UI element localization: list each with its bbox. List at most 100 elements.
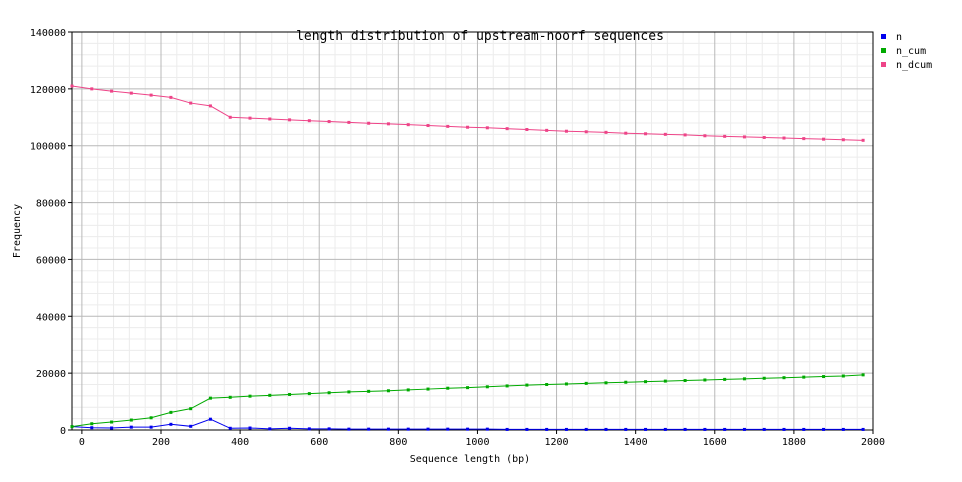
data-point-n_cum	[426, 387, 430, 391]
legend-label-n_cum: n_cum	[896, 46, 926, 57]
legend-marker-n_dcum	[881, 62, 886, 67]
data-point-n_cum	[584, 381, 588, 385]
data-point-n_cum	[663, 379, 667, 383]
data-point-n	[525, 427, 529, 431]
grid-minor	[72, 32, 873, 430]
data-point-n_dcum	[70, 84, 74, 88]
data-point-n_dcum	[228, 115, 232, 119]
y-axis-ticks: 0 20000 40000 60000 80000 100000 120000 140000	[30, 28, 72, 437]
data-point-n_dcum	[367, 121, 371, 125]
data-point-n	[723, 427, 727, 431]
data-point-n_cum	[564, 382, 568, 386]
data-point-n_dcum	[426, 124, 430, 128]
data-point-n_dcum	[208, 104, 212, 108]
data-point-n_cum	[228, 395, 232, 399]
data-point-n	[208, 417, 212, 421]
y-tick-label: 60000	[36, 255, 66, 266]
x-tick-label: 200	[152, 437, 170, 448]
data-point-n_dcum	[861, 138, 865, 142]
data-point-n_cum	[327, 391, 331, 395]
data-point-n_cum	[406, 388, 410, 392]
data-point-n_dcum	[505, 127, 509, 131]
data-point-n	[683, 427, 687, 431]
data-point-n	[110, 426, 114, 430]
data-point-n_cum	[208, 396, 212, 400]
y-tick-label: 20000	[36, 369, 66, 380]
data-point-n_cum	[347, 390, 351, 394]
data-point-n	[584, 427, 588, 431]
data-point-n_dcum	[604, 130, 608, 134]
x-tick-label: 2000	[861, 437, 885, 448]
data-point-n_cum	[545, 383, 549, 387]
data-point-n_dcum	[189, 101, 193, 105]
legend: n n_cum n_dcum	[881, 32, 932, 71]
data-point-n_dcum	[129, 91, 133, 95]
data-point-n	[624, 427, 628, 431]
data-point-n_cum	[70, 425, 74, 429]
y-tick-label: 0	[60, 426, 66, 437]
x-axis-label: Sequence length (bp)	[410, 454, 530, 465]
x-tick-label: 1800	[782, 437, 806, 448]
data-point-n_dcum	[762, 135, 766, 139]
x-tick-label: 0	[79, 437, 85, 448]
data-point-n	[742, 427, 746, 431]
data-point-n	[505, 427, 509, 431]
data-point-n	[90, 426, 94, 430]
data-point-n	[466, 427, 470, 431]
data-point-n_cum	[742, 377, 746, 381]
data-point-n_cum	[861, 373, 865, 377]
data-point-n_cum	[446, 386, 450, 390]
y-tick-label: 40000	[36, 312, 66, 323]
x-tick-label: 1400	[624, 437, 648, 448]
data-point-n_cum	[505, 384, 509, 388]
data-point-n_cum	[822, 375, 826, 379]
data-point-n_cum	[485, 385, 489, 389]
x-tick-label: 1600	[703, 437, 727, 448]
data-point-n_dcum	[90, 87, 94, 91]
data-point-n_cum	[762, 376, 766, 380]
data-point-n_dcum	[248, 116, 252, 120]
x-tick-label: 600	[310, 437, 328, 448]
legend-marker-n_cum	[881, 48, 886, 53]
data-point-n_cum	[683, 379, 687, 383]
series-layer	[70, 84, 865, 431]
data-point-n_dcum	[822, 137, 826, 141]
data-point-n_dcum	[624, 131, 628, 135]
data-point-n_cum	[367, 389, 371, 393]
data-point-n	[268, 427, 272, 431]
data-point-n	[644, 427, 648, 431]
data-point-n_dcum	[406, 123, 410, 127]
data-point-n	[129, 425, 133, 429]
data-point-n	[822, 427, 826, 431]
y-axis-label: Frequency	[12, 204, 23, 258]
data-point-n	[485, 427, 489, 431]
data-point-n_dcum	[802, 137, 806, 141]
data-point-n_dcum	[564, 129, 568, 133]
y-tick-label: 80000	[36, 199, 66, 210]
data-point-n	[446, 427, 450, 431]
x-tick-label: 1200	[545, 437, 569, 448]
legend-label-n: n	[896, 32, 902, 43]
y-tick-label: 100000	[30, 142, 66, 153]
data-point-n	[703, 427, 707, 431]
data-point-n	[347, 427, 351, 431]
data-point-n_cum	[288, 392, 292, 396]
data-point-n_dcum	[723, 134, 727, 138]
data-point-n	[169, 422, 173, 426]
data-point-n	[327, 427, 331, 431]
data-point-n	[248, 426, 252, 430]
data-point-n_dcum	[525, 128, 529, 132]
data-point-n	[307, 427, 311, 431]
data-point-n_cum	[129, 418, 133, 422]
data-point-n	[782, 427, 786, 431]
data-point-n_dcum	[268, 117, 272, 121]
data-point-n	[861, 427, 865, 431]
legend-marker-n	[881, 34, 886, 39]
data-point-n_dcum	[446, 124, 450, 128]
data-point-n_cum	[169, 410, 173, 414]
legend-label-n_dcum: n_dcum	[896, 60, 932, 71]
data-point-n_dcum	[288, 118, 292, 122]
data-point-n	[545, 427, 549, 431]
data-point-n_dcum	[703, 134, 707, 138]
x-tick-label: 1000	[465, 437, 489, 448]
